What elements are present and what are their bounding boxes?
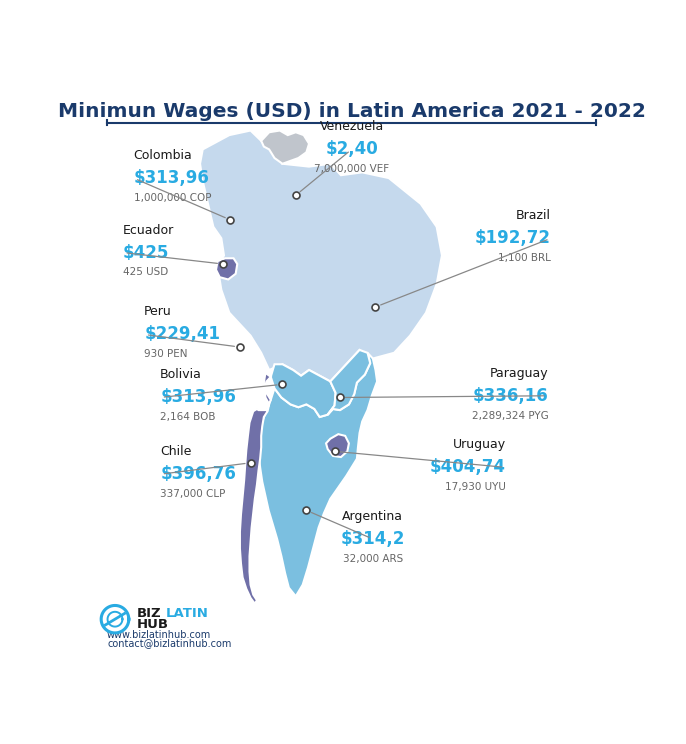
Text: 2,289,324 PYG: 2,289,324 PYG: [471, 411, 548, 420]
Text: $229,41: $229,41: [144, 325, 220, 344]
Polygon shape: [200, 130, 442, 382]
Text: $396,76: $396,76: [160, 465, 236, 484]
Text: LATIN: LATIN: [165, 607, 209, 620]
Text: 32,000 ARS: 32,000 ARS: [343, 554, 403, 564]
Text: Minimun Wages (USD) in Latin America 2021 - 2022: Minimun Wages (USD) in Latin America 202…: [58, 101, 646, 121]
Polygon shape: [328, 350, 370, 414]
Text: Paraguay: Paraguay: [490, 367, 548, 379]
Text: Argentina: Argentina: [342, 510, 403, 523]
Text: $425: $425: [123, 243, 169, 262]
Text: 930 PEN: 930 PEN: [144, 350, 188, 359]
Text: Peru: Peru: [144, 306, 172, 318]
Text: Uruguay: Uruguay: [453, 438, 506, 452]
Text: $404,74: $404,74: [429, 458, 506, 476]
Text: $336,16: $336,16: [473, 387, 548, 405]
Text: $314,2: $314,2: [341, 530, 405, 548]
Text: Chile: Chile: [160, 445, 191, 458]
Text: 17,930 UYU: 17,930 UYU: [445, 482, 506, 493]
Text: Ecuador: Ecuador: [123, 223, 174, 237]
Text: 425 USD: 425 USD: [123, 267, 168, 278]
Text: 1,100 BRL: 1,100 BRL: [498, 253, 551, 263]
Text: Venezuela: Venezuela: [320, 121, 383, 133]
Text: 1,000,000 COP: 1,000,000 COP: [134, 193, 211, 203]
Text: Colombia: Colombia: [134, 149, 192, 162]
Polygon shape: [326, 434, 349, 457]
Text: BIZ: BIZ: [137, 607, 161, 620]
Text: $313,96: $313,96: [134, 169, 209, 187]
Text: $2,40: $2,40: [325, 141, 378, 158]
Text: HUB: HUB: [137, 618, 168, 632]
Text: $313,96: $313,96: [160, 388, 236, 406]
Polygon shape: [271, 365, 335, 417]
Text: contact@bizlatinhub.com: contact@bizlatinhub.com: [107, 638, 231, 648]
Text: www.bizlatinhub.com: www.bizlatinhub.com: [107, 629, 211, 640]
Polygon shape: [261, 130, 309, 164]
Polygon shape: [216, 258, 237, 280]
Polygon shape: [240, 373, 271, 603]
Text: Bolivia: Bolivia: [160, 368, 202, 382]
Text: Brazil: Brazil: [516, 209, 551, 222]
Text: 337,000 CLP: 337,000 CLP: [160, 489, 226, 499]
Text: 7,000,000 VEF: 7,000,000 VEF: [314, 164, 389, 174]
Polygon shape: [259, 353, 377, 596]
Text: $192,72: $192,72: [475, 229, 551, 247]
Text: 2,164 BOB: 2,164 BOB: [160, 412, 215, 423]
